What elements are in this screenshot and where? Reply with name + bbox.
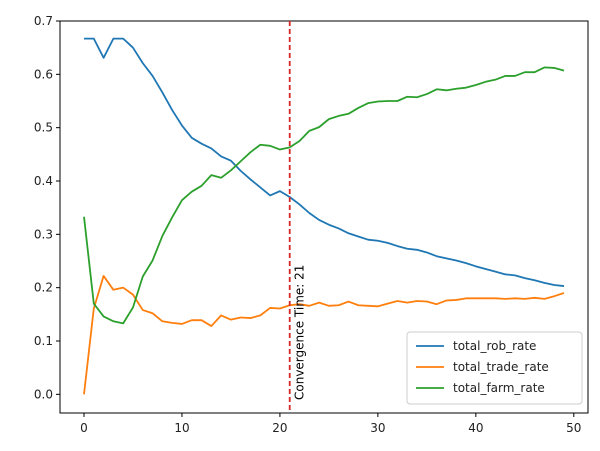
x-tick-label: 30 xyxy=(370,421,385,435)
y-tick-label: 0.4 xyxy=(34,174,53,188)
y-tick-label: 0.1 xyxy=(34,334,53,348)
y-tick-label: 0.3 xyxy=(34,227,53,241)
x-tick-label: 0 xyxy=(80,421,88,435)
legend-label: total_rob_rate xyxy=(453,339,536,353)
series-layer xyxy=(83,37,565,395)
x-tick-label: 10 xyxy=(174,421,189,435)
x-axis-ticks: 0 10 20 30 40 50 xyxy=(80,413,581,435)
series-line-total-trade-rate xyxy=(83,275,565,395)
series-line-total-farm-rate xyxy=(83,66,565,325)
y-tick-label: 0.2 xyxy=(34,281,53,295)
convergence-marker: Convergence Time: 21 xyxy=(288,21,307,413)
legend-label: total_trade_rate xyxy=(453,360,549,374)
x-tick-label: 50 xyxy=(566,421,581,435)
plot-area xyxy=(59,20,589,414)
y-tick-label: 0.0 xyxy=(34,387,53,401)
convergence-label: Convergence Time: 21 xyxy=(293,265,307,400)
y-tick-label: 0.5 xyxy=(34,121,53,135)
legend-box xyxy=(406,331,583,405)
y-tick-label: 0.7 xyxy=(34,14,53,28)
x-tick-label: 40 xyxy=(468,421,483,435)
axes-frame xyxy=(59,20,589,414)
y-axis-ticks: 0.0 0.1 0.2 0.3 0.4 0.5 0.6 0.7 xyxy=(34,14,60,401)
legend: total_rob_rate total_trade_rate total_farm… xyxy=(406,331,583,405)
series-line-total-rob-rate xyxy=(84,37,565,287)
y-tick-label: 0.6 xyxy=(34,67,53,81)
legend-label: total_farm_rate xyxy=(453,381,545,395)
x-tick-label: 20 xyxy=(272,421,287,435)
